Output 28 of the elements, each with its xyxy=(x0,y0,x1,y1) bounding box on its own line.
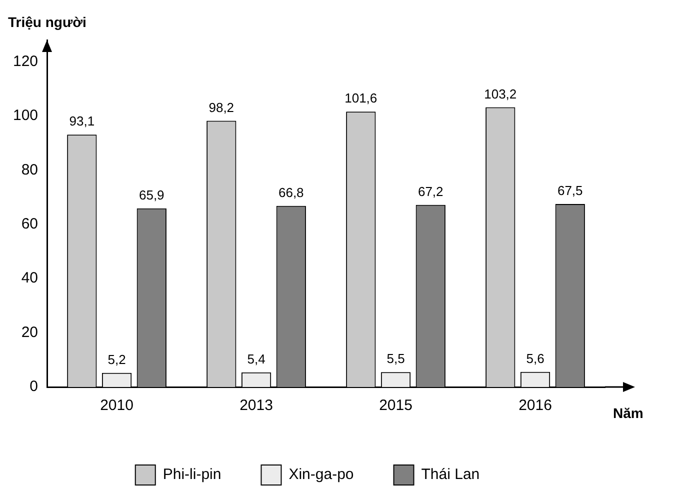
x-axis-title: Năm xyxy=(613,404,644,421)
data-label: 65,9 xyxy=(138,187,164,202)
y-tick-label: 100 xyxy=(12,107,38,124)
data-label: 103,2 xyxy=(484,86,517,102)
x-tick-label: 2010 xyxy=(100,397,134,414)
data-label: 5,5 xyxy=(386,351,405,366)
data-label: 5,6 xyxy=(526,350,544,366)
y-tick-label: 0 xyxy=(30,378,38,396)
legend-label: Phi-li-pin xyxy=(162,466,222,484)
data-label: 67,5 xyxy=(557,183,583,198)
x-tick-label: 2016 xyxy=(518,397,552,414)
data-label: 5,2 xyxy=(108,352,126,367)
data-label: 66,8 xyxy=(278,184,304,200)
y-tick-label: 40 xyxy=(21,270,38,287)
x-tick-label: 2013 xyxy=(240,397,273,414)
y-tick-label: 60 xyxy=(21,215,38,232)
data-label: 5,4 xyxy=(247,351,266,366)
y-tick-label: 20 xyxy=(21,324,38,341)
x-tick-label: 2015 xyxy=(379,397,412,414)
legend-label: Xin-ga-po xyxy=(288,466,354,484)
y-tick-label: 120 xyxy=(12,52,38,70)
y-tick-label: 80 xyxy=(21,161,38,178)
data-label: 101,6 xyxy=(344,90,378,106)
data-label: 67,2 xyxy=(418,184,444,199)
data-label: 93,1 xyxy=(69,114,95,129)
legend-label: Thái Lan xyxy=(421,466,480,484)
data-label: 98,2 xyxy=(208,100,234,115)
y-axis-title: Triệu người xyxy=(8,14,86,30)
